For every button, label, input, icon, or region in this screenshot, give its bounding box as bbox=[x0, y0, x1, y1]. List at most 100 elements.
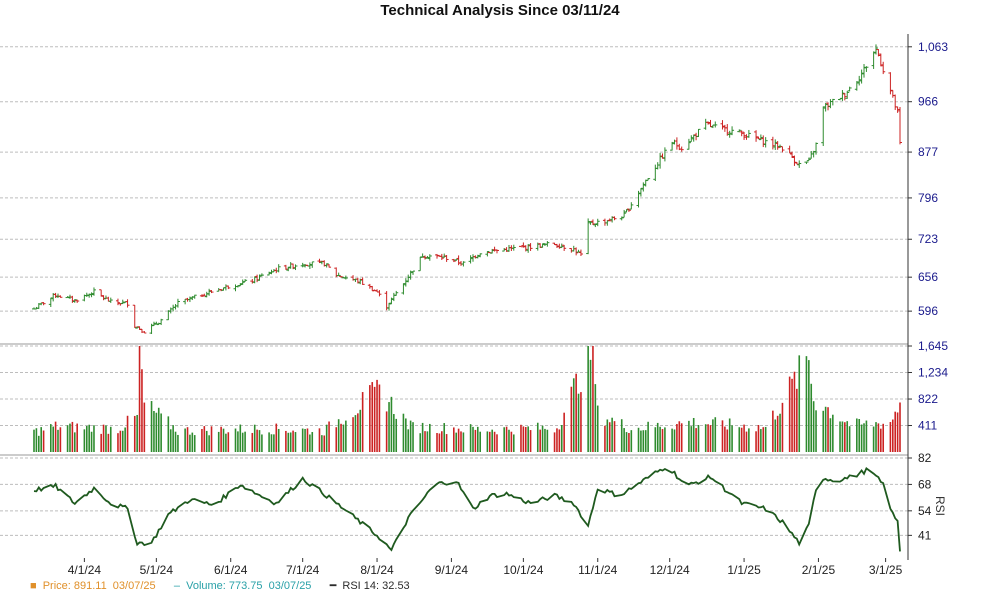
volume-bar bbox=[824, 406, 827, 452]
volume-bar bbox=[656, 422, 659, 452]
volume-bar bbox=[371, 382, 374, 452]
price-candle bbox=[535, 242, 540, 251]
volume-bar bbox=[301, 428, 304, 452]
volume-bar bbox=[709, 425, 712, 452]
volume-bar bbox=[150, 401, 153, 452]
volume-bar bbox=[469, 424, 472, 452]
price-candle bbox=[291, 263, 296, 270]
volume-bar bbox=[393, 414, 395, 452]
volume-bar bbox=[321, 435, 323, 452]
price-candle bbox=[686, 138, 691, 150]
volume-bar bbox=[222, 428, 225, 452]
price-candle bbox=[125, 299, 130, 308]
price-candle bbox=[878, 53, 883, 67]
volume-bar bbox=[580, 392, 582, 452]
volume-bar bbox=[52, 426, 54, 452]
price-candle bbox=[758, 134, 763, 141]
price-candle bbox=[838, 98, 843, 101]
volume-bar bbox=[793, 371, 796, 452]
volume-bar bbox=[71, 421, 74, 452]
volume-bar bbox=[592, 346, 594, 452]
volume-bar bbox=[844, 422, 846, 452]
volume-bar bbox=[858, 419, 861, 452]
price-candle bbox=[576, 249, 581, 253]
price-tick-label: 596 bbox=[918, 304, 938, 318]
price-candle bbox=[679, 146, 684, 152]
volume-bar bbox=[673, 429, 676, 452]
volume-bar bbox=[133, 415, 136, 452]
volume-bar bbox=[412, 422, 414, 452]
price-candle bbox=[420, 253, 425, 258]
rsi-line-layer bbox=[33, 467, 901, 552]
price-candle bbox=[391, 292, 396, 302]
chart-title: Technical Analysis Since 03/11/24 bbox=[380, 2, 620, 19]
rsi-tick-label: 41 bbox=[918, 528, 932, 542]
volume-bar bbox=[359, 409, 362, 452]
volume-bar bbox=[892, 419, 894, 452]
price-candle bbox=[720, 120, 725, 130]
volume-bar bbox=[704, 424, 707, 452]
volume-bar bbox=[628, 433, 630, 452]
volume-bar bbox=[340, 423, 342, 452]
price-candle bbox=[461, 261, 466, 267]
volume-bar bbox=[273, 434, 275, 452]
volume-bar bbox=[138, 346, 141, 452]
volume-bar bbox=[184, 428, 186, 452]
volume-bar bbox=[390, 396, 393, 452]
price-candle bbox=[787, 145, 792, 154]
volume-bar bbox=[678, 421, 681, 452]
price-candle bbox=[814, 142, 819, 155]
price-candle bbox=[490, 248, 495, 254]
volume-bar bbox=[325, 424, 328, 452]
price-candle bbox=[595, 218, 600, 227]
volume-bar bbox=[76, 423, 78, 452]
volume-bar bbox=[839, 421, 841, 452]
price-candle bbox=[588, 221, 593, 225]
price-candle bbox=[411, 270, 416, 275]
price-candle bbox=[307, 262, 312, 269]
volume-bar bbox=[373, 386, 376, 452]
volume-bar bbox=[728, 418, 731, 452]
legend-volume-icon: – bbox=[173, 580, 181, 592]
volume-bar bbox=[522, 426, 525, 452]
volume-bar bbox=[863, 423, 865, 452]
volume-bar bbox=[524, 427, 527, 452]
price-candle bbox=[199, 294, 204, 298]
volume-bar bbox=[712, 419, 714, 452]
price-candle bbox=[506, 244, 511, 252]
volume-bar bbox=[73, 432, 76, 452]
price-candle bbox=[233, 284, 238, 292]
volume-bar bbox=[361, 392, 364, 452]
volume-bar bbox=[815, 410, 817, 452]
price-candle bbox=[240, 279, 245, 285]
price-candle bbox=[423, 255, 428, 260]
volume-bar bbox=[776, 415, 779, 452]
price-candle bbox=[874, 44, 879, 55]
volume-bar bbox=[328, 421, 330, 452]
volume-bar bbox=[105, 425, 107, 452]
price-candle bbox=[418, 256, 423, 272]
volume-bar bbox=[647, 421, 649, 452]
price-candle bbox=[518, 245, 523, 248]
volume-bar bbox=[882, 423, 885, 452]
price-candle bbox=[108, 297, 113, 303]
volume-bar bbox=[402, 413, 405, 452]
volume-bar bbox=[441, 431, 443, 452]
x-tick-label: 4/1/24 bbox=[68, 563, 102, 577]
x-tick-label: 9/1/24 bbox=[435, 563, 469, 577]
volume-bar bbox=[261, 434, 263, 452]
volume-bar bbox=[217, 431, 220, 452]
volume-bar bbox=[880, 428, 882, 452]
price-candle bbox=[859, 69, 864, 84]
volume-bar bbox=[510, 431, 513, 452]
volume-bar bbox=[109, 426, 112, 452]
price-candle bbox=[780, 146, 785, 153]
volume-bar bbox=[405, 418, 407, 452]
price-candle bbox=[754, 130, 759, 142]
volume-bar bbox=[496, 434, 498, 452]
volume-bar bbox=[37, 435, 40, 452]
volume-bar bbox=[604, 425, 606, 452]
volume-bar bbox=[335, 427, 338, 452]
volume-bar bbox=[193, 435, 196, 452]
price-candle bbox=[207, 288, 212, 296]
